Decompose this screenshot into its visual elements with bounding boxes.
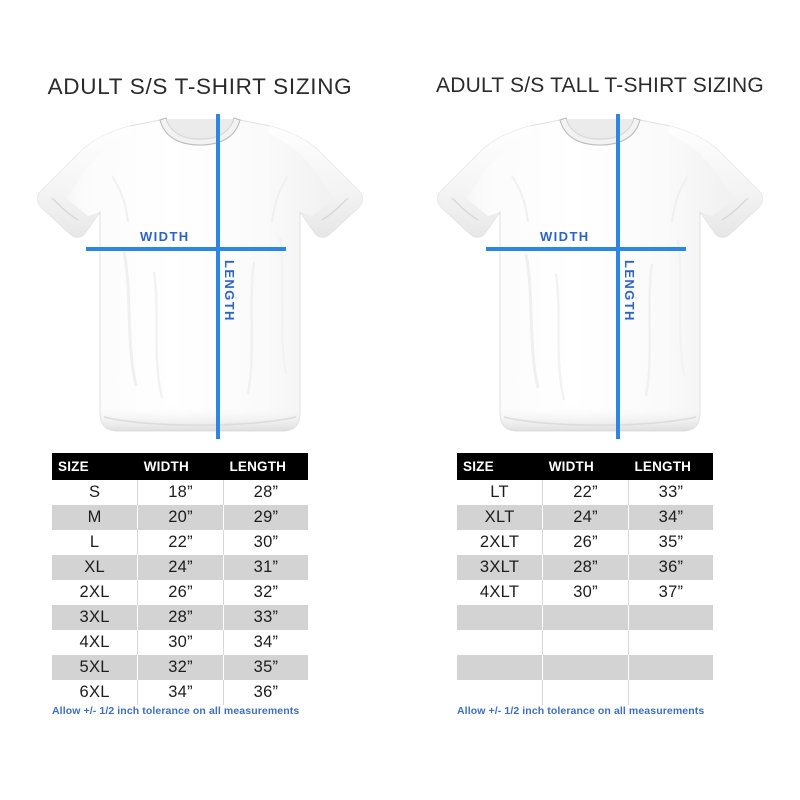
panel-adult-ss: ADULT S/S T-SHIRT SIZING bbox=[8, 74, 392, 717]
table-row-empty bbox=[457, 605, 713, 630]
cell-width: 24” bbox=[137, 555, 224, 580]
cell-width bbox=[542, 630, 629, 655]
cell-length: 36” bbox=[223, 680, 308, 705]
cell-length: 33” bbox=[223, 605, 308, 630]
table-row: M 20” 29” bbox=[52, 505, 308, 530]
cell-width: 18” bbox=[137, 480, 224, 505]
cell-length: 37” bbox=[628, 580, 713, 605]
panel-adult-ss-tall: ADULT S/S TALL T-SHIRT SIZING bbox=[400, 0, 800, 800]
tshirt-illustration-right bbox=[408, 112, 792, 452]
cell-size: 3XL bbox=[52, 605, 139, 630]
cell-size bbox=[457, 630, 544, 655]
cell-width: 34” bbox=[137, 680, 224, 705]
cell-length: 36” bbox=[628, 555, 713, 580]
tshirt-illustration-left bbox=[8, 112, 392, 452]
cell-length bbox=[628, 655, 713, 680]
cell-width: 30” bbox=[137, 630, 224, 655]
cell-size: 4XL bbox=[52, 630, 139, 655]
cell-width: 22” bbox=[137, 530, 224, 555]
table-row: 3XLT 28” 36” bbox=[457, 555, 713, 580]
cell-size: 4XLT bbox=[457, 580, 544, 605]
cell-size bbox=[457, 680, 544, 705]
table-row: 4XLT 30” 37” bbox=[457, 580, 713, 605]
column-header-length: LENGTH bbox=[223, 453, 308, 480]
cell-size: L bbox=[52, 530, 139, 555]
table-row: L 22” 30” bbox=[52, 530, 308, 555]
cell-length: 35” bbox=[628, 530, 713, 555]
cell-width: 22” bbox=[542, 480, 629, 505]
cell-size: LT bbox=[457, 480, 544, 505]
cell-size: 3XLT bbox=[457, 555, 544, 580]
column-header-size: SIZE bbox=[457, 453, 543, 480]
table-row-empty bbox=[457, 680, 713, 705]
cell-length: 34” bbox=[628, 505, 713, 530]
table-row: LT 22” 33” bbox=[457, 480, 713, 505]
table-row: XLT 24” 34” bbox=[457, 505, 713, 530]
cell-size: 5XL bbox=[52, 655, 139, 680]
table-row-empty bbox=[457, 630, 713, 655]
cell-width: 20” bbox=[137, 505, 224, 530]
cell-length: 34” bbox=[223, 630, 308, 655]
page-title-adult-ss: ADULT S/S T-SHIRT SIZING bbox=[47, 74, 353, 99]
cell-width bbox=[542, 605, 629, 630]
cell-width bbox=[542, 655, 629, 680]
table-row: 3XL 28” 33” bbox=[52, 605, 308, 630]
cell-length: 30” bbox=[223, 530, 308, 555]
cell-length: 31” bbox=[223, 555, 308, 580]
tshirt-icon bbox=[37, 117, 363, 432]
tshirt-icon bbox=[437, 117, 763, 432]
size-table-adult-ss-tall: SIZE WIDTH LENGTH LT 22” 33” XLT 24” 34”… bbox=[457, 453, 713, 705]
cell-width: 26” bbox=[542, 530, 629, 555]
column-header-width: WIDTH bbox=[137, 453, 224, 480]
cell-size: S bbox=[52, 480, 139, 505]
cell-length bbox=[628, 630, 713, 655]
table-row: XL 24” 31” bbox=[52, 555, 308, 580]
size-table-adult-ss: SIZE WIDTH LENGTH S 18” 28” M 20” 29” L bbox=[52, 453, 308, 705]
page-title-adult-ss-tall: ADULT S/S TALL T-SHIRT SIZING bbox=[436, 74, 764, 97]
cell-size: 2XLT bbox=[457, 530, 544, 555]
cell-width: 28” bbox=[542, 555, 629, 580]
table-row: 6XL 34” 36” bbox=[52, 680, 308, 705]
cell-length: 33” bbox=[628, 480, 713, 505]
cell-length bbox=[628, 605, 713, 630]
cell-length: 35” bbox=[223, 655, 308, 680]
cell-width: 28” bbox=[137, 605, 224, 630]
cell-size: 2XL bbox=[52, 580, 139, 605]
table-row: 2XL 26” 32” bbox=[52, 580, 308, 605]
cell-size bbox=[457, 655, 544, 680]
cell-size bbox=[457, 605, 544, 630]
tolerance-footnote: Allow +/- 1/2 inch tolerance on all meas… bbox=[52, 705, 300, 717]
cell-width: 32” bbox=[137, 655, 224, 680]
table-header-row: SIZE WIDTH LENGTH bbox=[457, 453, 713, 480]
table-row: 4XL 30” 34” bbox=[52, 630, 308, 655]
cell-size: 6XL bbox=[52, 680, 139, 705]
table-header-row: SIZE WIDTH LENGTH bbox=[52, 453, 308, 480]
table-row: 5XL 32” 35” bbox=[52, 655, 308, 680]
cell-length: 32” bbox=[223, 580, 308, 605]
column-header-length: LENGTH bbox=[628, 453, 713, 480]
cell-width: 26” bbox=[137, 580, 224, 605]
cell-width: 24” bbox=[542, 505, 629, 530]
tolerance-footnote: Allow +/- 1/2 inch tolerance on all meas… bbox=[457, 705, 705, 717]
table-row: 2XLT 26” 35” bbox=[457, 530, 713, 555]
cell-length: 28” bbox=[223, 480, 308, 505]
cell-size: XLT bbox=[457, 505, 544, 530]
cell-width bbox=[542, 680, 629, 705]
table-row: S 18” 28” bbox=[52, 480, 308, 505]
table-row-empty bbox=[457, 655, 713, 680]
cell-length: 29” bbox=[223, 505, 308, 530]
column-header-size: SIZE bbox=[52, 453, 138, 480]
cell-length bbox=[628, 680, 713, 705]
cell-size: XL bbox=[52, 555, 139, 580]
cell-width: 30” bbox=[542, 580, 629, 605]
cell-size: M bbox=[52, 505, 139, 530]
column-header-width: WIDTH bbox=[542, 453, 629, 480]
